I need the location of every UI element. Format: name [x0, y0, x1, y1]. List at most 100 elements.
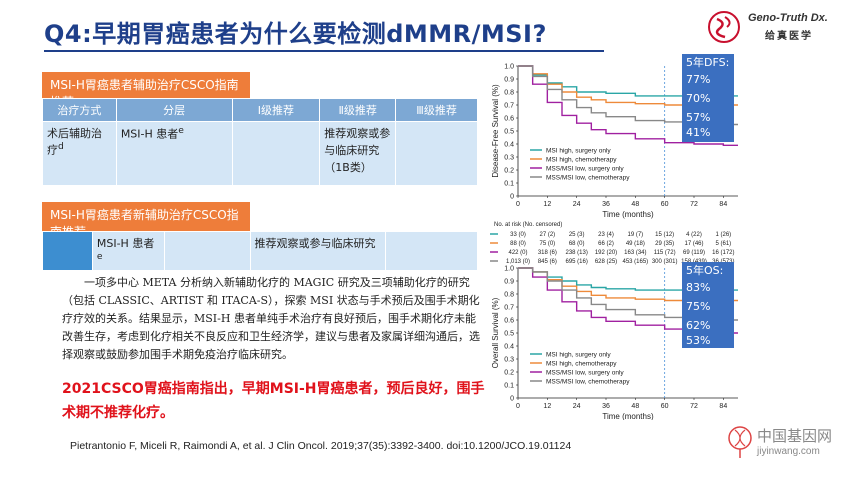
at-risk-cell: 33 (0): [510, 232, 526, 238]
at-risk-cell: 15 (12): [655, 232, 674, 238]
at-risk-cell: 318 (6): [538, 250, 557, 256]
legend-label: MSS/MSI low, surgery only: [546, 166, 624, 173]
at-risk-cell: 1,013 (0): [506, 259, 530, 265]
at-risk-cell: 49 (18): [626, 241, 645, 247]
y-tick-label: 0.6: [504, 318, 514, 325]
meta-analysis-paragraph: 一项多中心 META 分析纳入新辅助化疗的 MAGIC 研究及三项辅助化疗的研究…: [62, 276, 480, 361]
logo-subtitle: 给真医学: [765, 31, 813, 42]
km-series-line: [518, 65, 738, 97]
table2-cell: MSI-H 患者e: [91, 231, 165, 271]
y-tick-label: 0.2: [504, 168, 514, 175]
table2-cell: 推荐观察或参与临床研究: [249, 231, 387, 271]
at-risk-cell: 29 (35): [655, 241, 674, 247]
y-tick-label: 0.6: [504, 116, 514, 123]
table-row: MSI-H 患者e 推荐观察或参与临床研究: [42, 231, 478, 271]
legend-label: MSI high, surgery only: [546, 148, 611, 155]
dfs-box-label: 5年DFS:: [686, 56, 730, 69]
y-tick-label: 0.4: [504, 142, 514, 149]
y-axis-label: Disease-Free Survival (%): [491, 84, 500, 178]
y-tick-label: 0.8: [504, 90, 514, 97]
os-5yr-box: 5年OS: 83% 75% 62% 53%: [682, 262, 734, 348]
y-tick-label: 0.7: [504, 305, 514, 312]
table1-header-row: 治疗方式 分层 Ⅰ级推荐 Ⅱ级推荐 Ⅲ级推荐: [42, 98, 478, 122]
legend-label: MSI high, surgery only: [546, 352, 611, 359]
y-tick-label: 0.5: [504, 331, 514, 338]
table1-cell: [395, 121, 478, 186]
x-tick-label: 72: [690, 201, 698, 208]
at-risk-cell: 19 (7): [627, 232, 643, 238]
x-tick-label: 72: [690, 403, 698, 410]
at-risk-cell: 453 (165): [622, 259, 648, 265]
at-risk-cell: 695 (16): [565, 259, 587, 265]
at-risk-cell: 300 (301): [652, 259, 678, 265]
at-risk-cell: 845 (6): [538, 259, 557, 265]
dfs-value: 70%: [686, 92, 711, 105]
dfs-value: 77%: [686, 73, 711, 86]
at-risk-header: No. at risk (No. censored): [494, 222, 562, 228]
y-tick-label: 1.0: [504, 64, 514, 71]
at-risk-cell: 192 (20): [595, 250, 617, 256]
os-value: 83%: [686, 281, 711, 294]
at-risk-cell: 115 (72): [654, 250, 676, 256]
x-tick-label: 12: [543, 201, 551, 208]
table2-cell: [42, 231, 93, 271]
table1-cell: 术后辅助治疗d: [42, 121, 117, 186]
x-tick-label: 24: [573, 403, 581, 410]
table1-header-cell: 治疗方式: [42, 98, 117, 122]
at-risk-cell: 25 (3): [569, 232, 585, 238]
legend-label: MSI high, chemotherapy: [546, 361, 617, 368]
y-tick-label: 0.2: [504, 370, 514, 377]
dna-watermark-icon: [728, 426, 752, 458]
geno-truth-logo-icon: [708, 11, 740, 43]
y-tick-label: 0.4: [504, 344, 514, 351]
y-tick-label: 0.1: [504, 383, 514, 390]
table1-cell: [231, 121, 321, 186]
at-risk-cell: 163 (34): [624, 250, 646, 256]
y-tick-label: 0.8: [504, 292, 514, 299]
os-value: 75%: [686, 300, 711, 313]
km-series-line: [518, 65, 738, 146]
table1-header-cell: 分层: [115, 98, 233, 122]
table1-header-cell: Ⅰ级推荐: [231, 98, 321, 122]
y-tick-label: 0.7: [504, 103, 514, 110]
table-row: 术后辅助治疗d MSI-H 患者e 推荐观察或参与临床研究（1B类）: [42, 121, 478, 186]
table2: MSI-H 患者e 推荐观察或参与临床研究: [42, 231, 478, 271]
x-tick-label: 48: [631, 403, 639, 410]
at-risk-cell: 88 (0): [510, 241, 526, 247]
legend-label: MSI high, chemotherapy: [546, 157, 617, 164]
x-tick-label: 60: [661, 403, 669, 410]
km-series-line: [518, 65, 738, 106]
legend-label: MSS/MSI low, surgery only: [546, 370, 624, 377]
y-tick-label: 0.9: [504, 77, 514, 84]
at-risk-cell: 68 (0): [569, 241, 585, 247]
slide-title: Q4:早期胃癌患者为什么要检测dMMR/MSI?: [44, 20, 547, 48]
x-tick-label: 24: [573, 201, 581, 208]
x-tick-label: 60: [661, 201, 669, 208]
at-risk-cell: 4 (22): [686, 232, 702, 238]
footnote-mark: e: [96, 251, 103, 262]
at-risk-cell: 16 (172): [712, 250, 734, 256]
watermark-cn: 中国基因网: [757, 427, 833, 445]
table1: 治疗方式 分层 Ⅰ级推荐 Ⅱ级推荐 Ⅲ级推荐 术后辅助治疗d MSI-H 患者e…: [42, 98, 478, 186]
y-tick-label: 0.3: [504, 155, 514, 162]
x-tick-label: 84: [719, 403, 727, 410]
legend-label: MSS/MSI low, chemotherapy: [546, 379, 630, 386]
citation: Pietrantonio F, Miceli R, Raimondi A, et…: [70, 440, 572, 452]
x-tick-label: 36: [602, 403, 610, 410]
x-tick-label: 0: [516, 201, 520, 208]
at-risk-cell: 66 (2): [598, 241, 614, 247]
at-risk-cell: 75 (0): [539, 241, 555, 247]
y-tick-label: 0.3: [504, 357, 514, 364]
y-axis-label: Overall Survival (%): [491, 297, 500, 368]
at-risk-cell: 5 (61): [715, 241, 731, 247]
table1-header-cell: Ⅱ级推荐: [319, 98, 397, 122]
at-risk-cell: 27 (2): [539, 232, 555, 238]
x-tick-label: 48: [631, 201, 639, 208]
x-tick-label: 0: [516, 403, 520, 410]
y-tick-label: 0: [510, 194, 514, 201]
os-value: 62%: [686, 319, 711, 332]
watermark-url: jiyinwang.com: [757, 446, 820, 457]
os-value: 53%: [686, 334, 711, 347]
dfs-value: 57%: [686, 111, 711, 124]
x-axis-label: Time (months): [602, 412, 654, 420]
